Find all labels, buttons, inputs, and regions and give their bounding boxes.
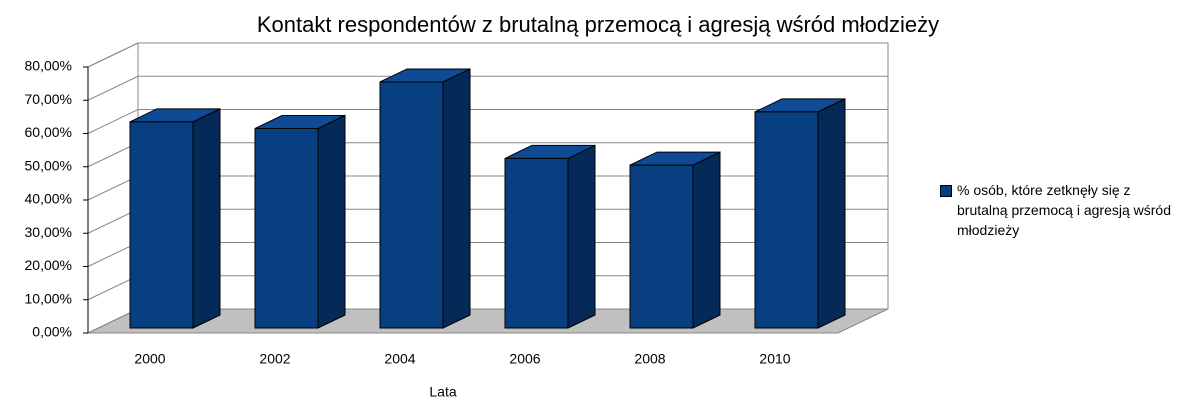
y-tick-label: 10,00% xyxy=(25,290,72,306)
bar xyxy=(629,164,694,329)
y-tick-label: 80,00% xyxy=(25,58,72,74)
bar-side xyxy=(442,68,471,329)
y-tick-label: 40,00% xyxy=(25,191,72,207)
bar-side xyxy=(567,144,596,329)
bar xyxy=(379,81,444,329)
bar-side xyxy=(192,108,221,329)
x-tick-label: 2010 xyxy=(759,351,790,367)
x-tick-label: 2006 xyxy=(509,351,540,367)
chart-title: Kontakt respondentów z brutalną przemocą… xyxy=(257,12,939,37)
legend-entry: % osób, które zetknęły się z brutalną pr… xyxy=(957,182,1171,238)
grid-line xyxy=(87,42,139,68)
grid-line xyxy=(87,109,139,134)
y-tick-label: 50,00% xyxy=(25,157,72,173)
bar xyxy=(129,121,194,329)
y-tick-label: 0,00% xyxy=(32,324,72,340)
y-tick-label: 70,00% xyxy=(25,91,72,107)
x-tick-label: 2004 xyxy=(384,351,415,367)
bar-side xyxy=(692,151,721,329)
y-tick-label: 30,00% xyxy=(25,224,72,240)
x-tick-label: 2002 xyxy=(259,351,290,367)
x-tick-label: 2000 xyxy=(134,351,165,367)
bar xyxy=(504,157,569,329)
y-tick-label: 60,00% xyxy=(25,124,72,140)
legend-swatch xyxy=(940,185,952,197)
x-tick-label: 2008 xyxy=(634,351,665,367)
bar xyxy=(754,111,819,329)
bar xyxy=(254,128,319,329)
grid-line xyxy=(87,75,139,101)
x-axis-label: Lata xyxy=(429,384,456,400)
bar-side xyxy=(317,114,346,329)
bar-side xyxy=(817,98,846,329)
y-tick-label: 20,00% xyxy=(25,257,72,273)
